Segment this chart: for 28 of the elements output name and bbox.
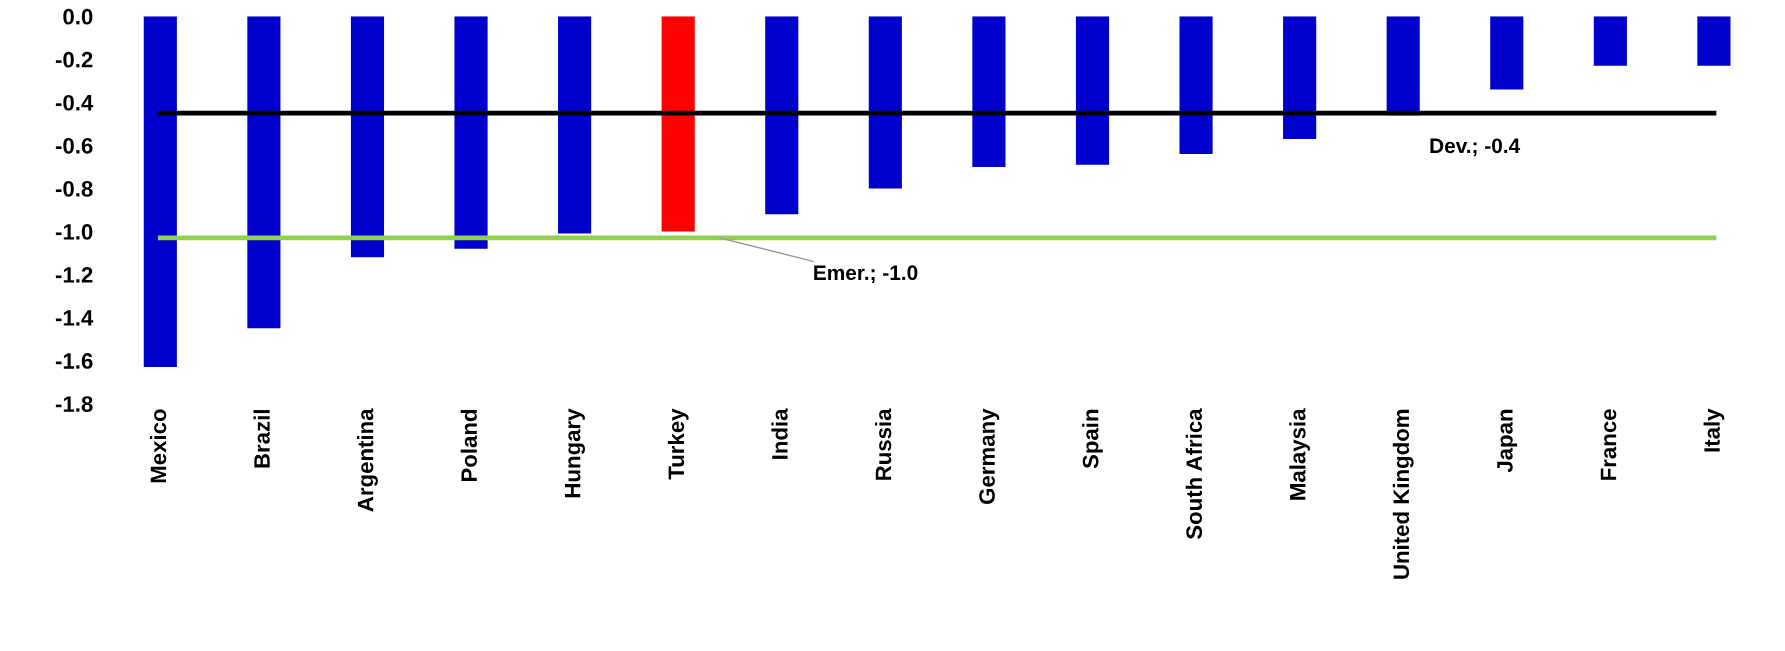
- y-tick-label: -1.2: [55, 267, 93, 283]
- x-tick-label: Turkey: [667, 408, 689, 480]
- y-tick-label: -1.6: [55, 353, 93, 369]
- x-tick-label: Spain: [1082, 409, 1103, 469]
- y-tick-label: 0.0: [63, 8, 93, 25]
- x-tick-label: Poland: [460, 409, 478, 482]
- y-tick-label: -1.8: [55, 396, 93, 412]
- x-tick-label: Malaysia: [1289, 408, 1310, 500]
- y-tick-label: -0.4: [55, 94, 94, 111]
- x-tick-label: United Kingdom: [1392, 409, 1414, 579]
- x-tick-label: India: [771, 408, 788, 459]
- x-tick-label: Argentina: [357, 408, 378, 512]
- x-tick-label: Japan: [1497, 409, 1518, 473]
- y-tick-label: -1.0: [55, 224, 93, 240]
- ref-line-label: Dev.; -0.4: [1430, 138, 1521, 157]
- x-tick-label: France: [1600, 409, 1617, 480]
- y-tick-label: -0.8: [55, 180, 93, 197]
- x-tick-label: Italy: [1703, 408, 1725, 452]
- x-tick-label: South Africa: [1185, 408, 1203, 540]
- x-tick-label: Russia: [874, 408, 892, 480]
- x-tick-label: Germany: [979, 408, 1000, 504]
- y-tick-label: -0.6: [55, 137, 93, 154]
- x-tick-label: Hungary: [564, 408, 585, 498]
- y-tick-label: -1.4: [55, 310, 94, 326]
- x-tick-label: Brazil: [253, 410, 270, 468]
- ref-line-label: Emer.; -1.0: [814, 265, 918, 284]
- y-tick-label: -0.2: [55, 51, 93, 68]
- x-tick-label: Mexico: [149, 409, 167, 483]
